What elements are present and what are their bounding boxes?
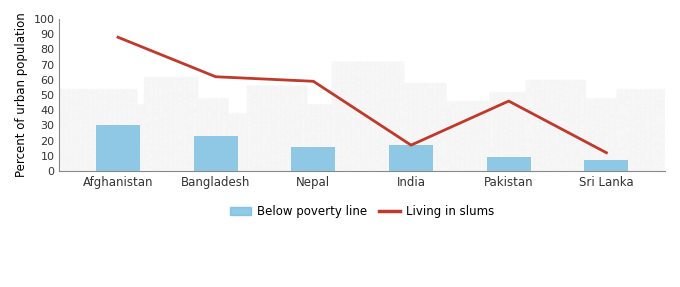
Bar [487, 157, 530, 171]
Bar [584, 160, 628, 171]
Bar [194, 136, 238, 171]
Legend: Below poverty line, Living in slums: Below poverty line, Living in slums [225, 200, 499, 223]
Bar [389, 145, 433, 171]
Bar [96, 125, 140, 171]
Bar [292, 147, 335, 171]
Y-axis label: Percent of urban population: Percent of urban population [15, 13, 28, 177]
